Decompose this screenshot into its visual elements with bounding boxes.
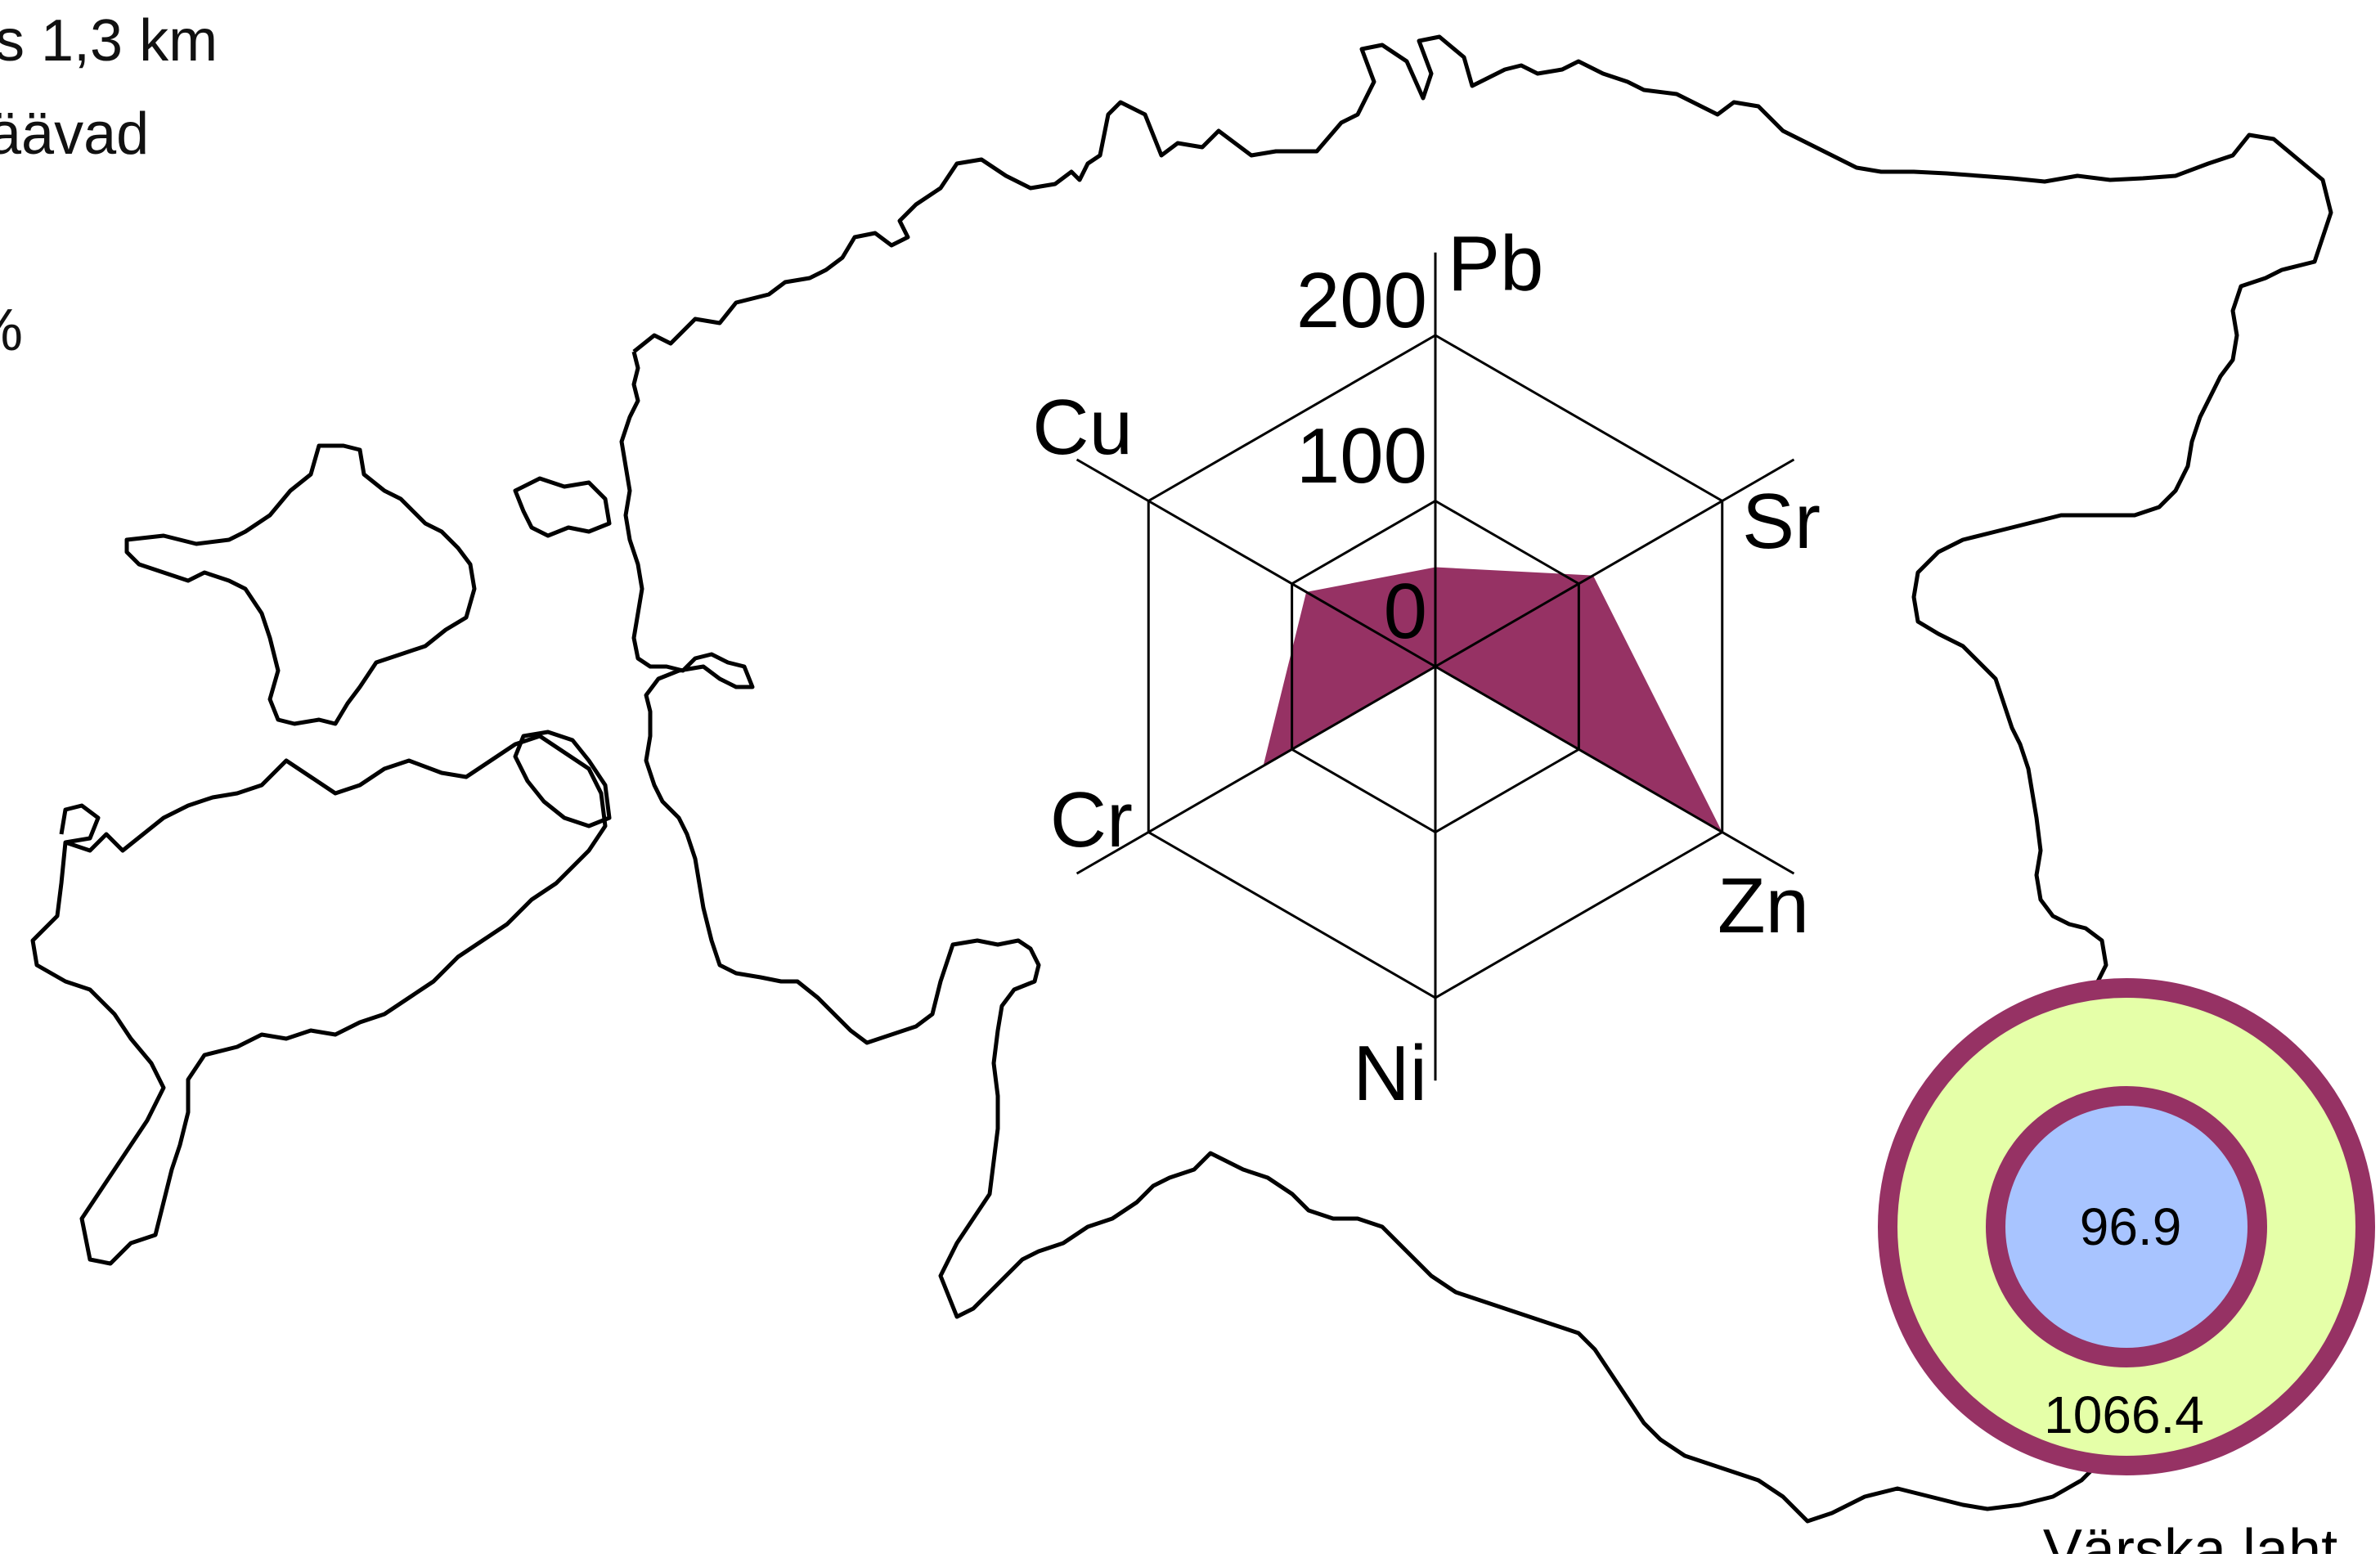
station-inner-ring	[1986, 1086, 2267, 1367]
radar-label-cu: Cu	[1032, 384, 1133, 471]
station-inner-value: 96.9	[2080, 1197, 2182, 1256]
muhu-outline	[513, 730, 612, 828]
radar-axis-cu	[1075, 458, 1436, 668]
station-outer-value: 1066.4	[2044, 1385, 2204, 1444]
radar-label-cr: Cr	[1050, 776, 1133, 864]
radar-label-ni: Ni	[1353, 1030, 1427, 1117]
mainland-outline	[632, 34, 2333, 983]
radar-axis-cr	[1075, 665, 1436, 875]
radar-chart: Pb Sr Zn Ni Cr Cu 0 100 200	[1032, 220, 1821, 1117]
legend-line-2: äävad	[0, 101, 150, 167]
vormsi-outline	[513, 476, 612, 538]
radar-label-sr: Sr	[1742, 478, 1821, 565]
mainland-south-outline	[619, 351, 2099, 1524]
legend-line-3: %	[0, 301, 23, 360]
station-name: Värska laht	[2043, 1518, 2337, 1554]
station-marker: 96.9 1066.4 Värska laht	[1878, 978, 2375, 1558]
hiiumaa-outline	[124, 443, 477, 726]
saaremaa-outline	[30, 734, 608, 1266]
radar-label-zn: Zn	[1718, 862, 1809, 950]
radar-scale-100: 100	[1296, 412, 1427, 500]
legend-line-1: s 1,3 km	[0, 8, 218, 74]
radar-axis-sr	[1435, 458, 1795, 668]
radar-scale-0: 0	[1384, 568, 1427, 655]
radar-label-pb: Pb	[1448, 220, 1543, 308]
radar-axis-zn	[1435, 665, 1795, 875]
radar-scale-200: 200	[1296, 257, 1427, 344]
